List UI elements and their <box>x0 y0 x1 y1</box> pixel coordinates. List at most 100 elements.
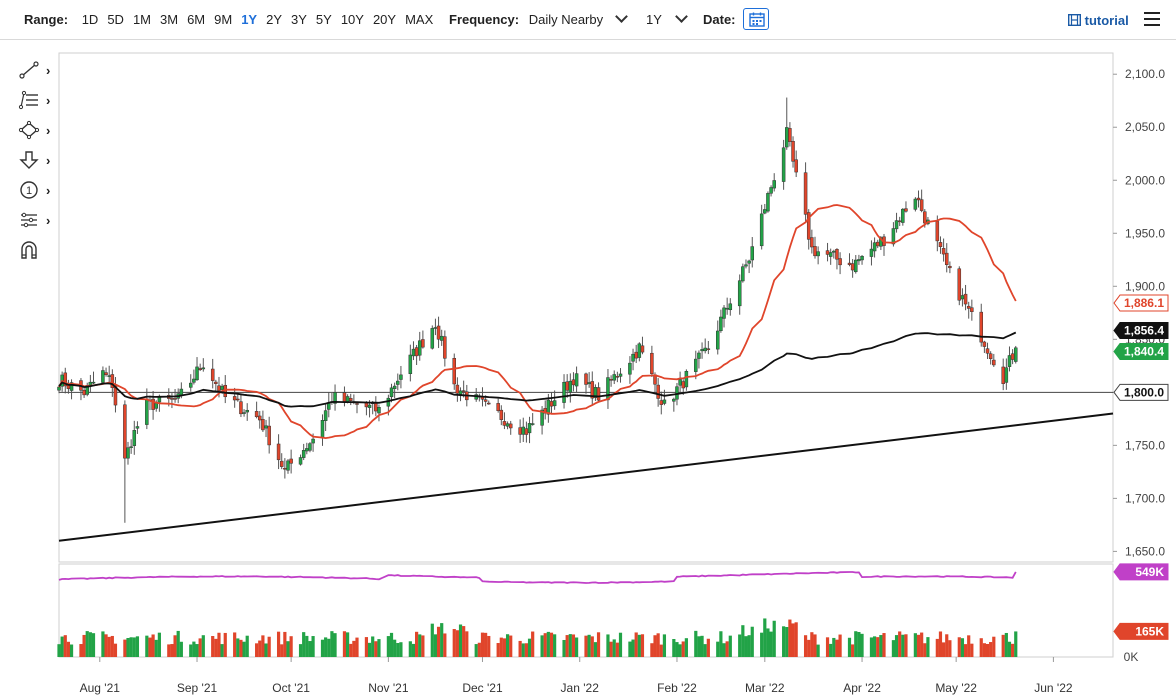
tutorial-label[interactable]: tutorial <box>1084 13 1129 28</box>
volume-bar <box>411 643 416 657</box>
candle-body <box>1004 367 1009 383</box>
volume-bar <box>104 634 108 657</box>
range-button-5d[interactable]: 5D <box>107 12 124 27</box>
pattern-tool-button[interactable]: › <box>14 208 54 238</box>
candle-body <box>195 366 199 381</box>
range-button-1m[interactable]: 1M <box>132 12 151 27</box>
magnet-tool-button[interactable] <box>14 238 54 268</box>
range-button-6m[interactable]: 6M <box>187 12 206 27</box>
range-button-10y[interactable]: 10Y <box>340 12 364 27</box>
hamburger-menu-icon[interactable] <box>1144 12 1160 26</box>
volume-bar <box>970 643 974 657</box>
volume-bar <box>179 641 183 657</box>
volume-bar <box>151 634 155 657</box>
line-tool-icon[interactable] <box>18 60 40 80</box>
calendar-icon[interactable] <box>749 12 765 27</box>
volume-bar <box>960 638 965 657</box>
volume-bar <box>255 643 259 657</box>
candle-body <box>549 401 554 407</box>
range-button-1y[interactable]: 1Y <box>241 12 258 27</box>
candle-body <box>785 127 789 148</box>
calendar-button[interactable] <box>743 8 769 30</box>
volume-bar <box>60 636 64 657</box>
candle-body <box>684 371 689 388</box>
x-tick-label: Feb '22 <box>657 681 697 695</box>
volume-bar <box>352 640 356 657</box>
annotation-tool-icon[interactable]: 1 <box>18 180 40 200</box>
candle-body <box>825 250 830 255</box>
volume-bar <box>170 644 174 657</box>
candle-body <box>938 242 943 248</box>
volume-bar <box>872 636 877 657</box>
volume-bar <box>791 623 795 657</box>
volume-bar <box>477 642 481 657</box>
range-button-20y[interactable]: 20Y <box>372 12 397 27</box>
chevron-right-icon[interactable]: › <box>46 63 51 78</box>
chevron-right-icon[interactable]: › <box>46 123 51 138</box>
film-icon[interactable] <box>1067 13 1082 27</box>
range-button-3y[interactable]: 3Y <box>291 12 307 27</box>
chevron-right-icon[interactable]: › <box>46 183 51 198</box>
range-button-2y[interactable]: 2Y <box>266 12 282 27</box>
range-button-max[interactable]: MAX <box>405 12 434 27</box>
candle-body <box>716 330 720 350</box>
candle-body <box>82 389 86 396</box>
candle-body <box>377 407 381 414</box>
candle-body <box>781 147 786 182</box>
candle-body <box>179 388 184 396</box>
arrow-down-icon[interactable] <box>18 150 40 170</box>
date-selector: Date: <box>703 12 736 27</box>
volume-bar <box>455 630 459 657</box>
volume-bar <box>945 634 949 657</box>
arrow-tool-button[interactable]: › <box>14 148 54 178</box>
candle-body <box>960 295 965 300</box>
range-button-1d[interactable]: 1D <box>81 12 99 27</box>
volume-bar <box>389 632 394 657</box>
magnet-icon[interactable] <box>18 240 40 260</box>
volume-bar <box>985 643 990 657</box>
volume-bar <box>794 622 798 657</box>
period-selector[interactable]: 1Y <box>646 10 689 27</box>
fibonacci-tool-button[interactable]: › <box>14 88 54 118</box>
volume-bar <box>311 636 315 657</box>
chevron-right-icon[interactable]: › <box>46 93 51 108</box>
volume-bar <box>154 639 158 657</box>
shape-tool-button[interactable]: › <box>14 118 54 148</box>
candle-body <box>220 385 224 390</box>
frequency-dropdown[interactable]: Daily Nearby <box>528 12 604 27</box>
price-chart[interactable]: 2,100.02,050.02,000.01,950.01,900.01,850… <box>0 40 1176 700</box>
candle-body <box>135 426 140 429</box>
chevron-right-icon[interactable]: › <box>46 213 51 228</box>
volume-bar <box>440 623 444 657</box>
volume-bar <box>829 643 833 657</box>
range-button-9m[interactable]: 9M <box>214 12 233 27</box>
chevron-down-icon[interactable] <box>675 10 689 23</box>
line-tool-button[interactable]: › <box>14 58 54 88</box>
tutorial-link[interactable]: tutorial <box>1067 13 1129 28</box>
volume-bar <box>126 637 130 657</box>
volume-bar <box>148 637 152 657</box>
chevron-down-icon[interactable] <box>614 10 628 23</box>
candle-body <box>992 359 996 366</box>
range-button-5y[interactable]: 5Y <box>315 12 332 27</box>
candle-body <box>832 250 836 253</box>
volume-bar <box>399 642 403 657</box>
shape-tool-icon[interactable] <box>18 120 40 140</box>
candle-body <box>201 367 206 370</box>
ma50-value-tag-bg <box>1113 294 1169 312</box>
period-dropdown[interactable]: 1Y <box>646 12 662 27</box>
chevron-right-icon[interactable]: › <box>46 153 51 168</box>
candle-body <box>283 467 287 470</box>
pattern-tool-icon[interactable] <box>18 210 40 230</box>
candle-body <box>408 354 413 375</box>
volume-bar <box>920 632 924 657</box>
volume-bar <box>901 634 905 657</box>
candle-body <box>847 262 852 265</box>
range-label: Range: <box>24 12 69 27</box>
annotation-tool-button[interactable]: 1 › <box>14 178 54 208</box>
candle-body <box>957 268 962 301</box>
volume-bar <box>101 631 105 657</box>
frequency-selector[interactable]: Frequency: Daily Nearby <box>449 10 628 27</box>
fibonacci-tool-icon[interactable] <box>18 90 40 110</box>
range-button-3m[interactable]: 3M <box>160 12 179 27</box>
